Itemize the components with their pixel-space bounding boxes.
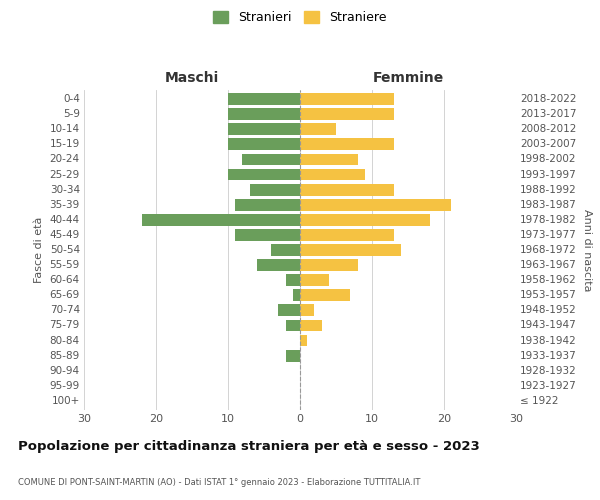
Y-axis label: Fasce di età: Fasce di età [34,217,44,283]
Bar [235,229,300,241]
Bar [286,320,300,332]
Bar [300,93,394,105]
Bar [300,274,329,286]
Bar [300,290,350,301]
Bar [286,274,300,286]
Bar [300,154,358,166]
Bar [242,154,300,166]
Bar [300,184,394,196]
Bar [228,93,300,105]
Bar [300,320,322,332]
Bar [300,138,394,150]
Bar [293,290,300,301]
Text: Femmine: Femmine [373,71,443,85]
Bar [300,229,394,241]
Bar [300,124,336,135]
Bar [228,168,300,180]
Bar [300,108,394,120]
Bar [235,199,300,210]
Legend: Stranieri, Straniere: Stranieri, Straniere [213,11,387,24]
Text: Maschi: Maschi [165,71,219,85]
Bar [300,214,430,226]
Bar [300,244,401,256]
Bar [228,124,300,135]
Bar [300,168,365,180]
Y-axis label: Anni di nascita: Anni di nascita [583,209,592,291]
Bar [250,184,300,196]
Bar [300,199,451,210]
Bar [300,259,358,271]
Bar [228,138,300,150]
Bar [278,304,300,316]
Bar [228,108,300,120]
Bar [286,350,300,362]
Bar [300,304,314,316]
Bar [300,334,307,346]
Text: COMUNE DI PONT-SAINT-MARTIN (AO) - Dati ISTAT 1° gennaio 2023 - Elaborazione TUT: COMUNE DI PONT-SAINT-MARTIN (AO) - Dati … [18,478,421,487]
Bar [142,214,300,226]
Text: Popolazione per cittadinanza straniera per età e sesso - 2023: Popolazione per cittadinanza straniera p… [18,440,480,453]
Bar [271,244,300,256]
Bar [257,259,300,271]
